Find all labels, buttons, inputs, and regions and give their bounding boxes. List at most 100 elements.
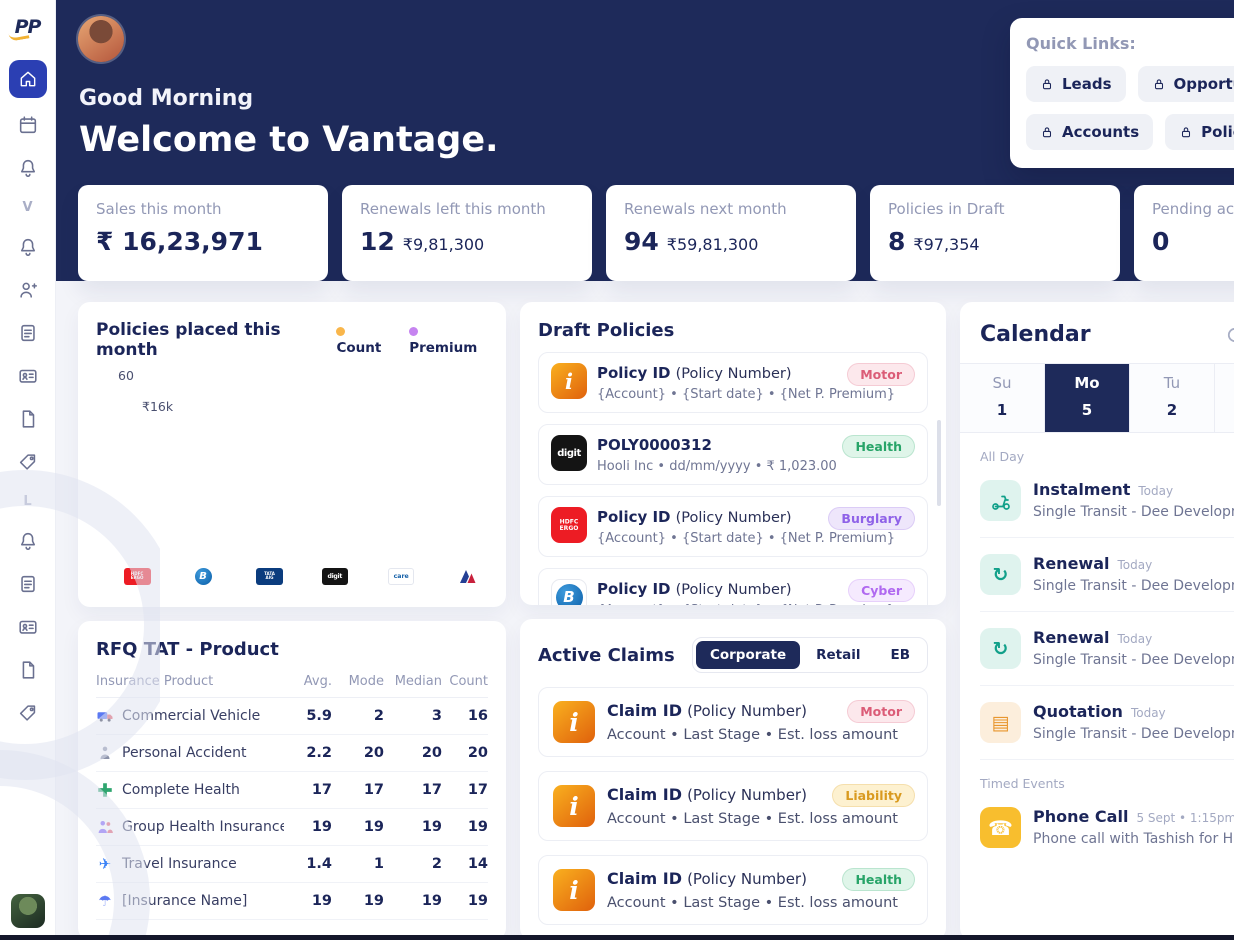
quick-link-accounts[interactable]: Accounts: [1026, 114, 1154, 150]
window-bottom-edge: [0, 935, 1234, 940]
stats-row: Sales this month ₹ 16,23,971 Renewals le…: [78, 185, 1234, 281]
sidebar-item-calendar[interactable]: [17, 114, 39, 136]
active-claims-title: Active Claims: [538, 644, 675, 666]
sidebar-item-alerts[interactable]: [17, 236, 39, 258]
count-axis-label: 60: [118, 368, 134, 383]
lock-icon: [1154, 79, 1163, 90]
claim-item[interactable]: i Claim ID (Policy Number) Account • Las…: [538, 687, 928, 757]
user-plus-icon: [19, 282, 37, 298]
tab-eb[interactable]: EB: [890, 647, 910, 663]
quick-links-title: Quick Links:: [1026, 34, 1136, 53]
stat-policies-draft[interactable]: Policies in Draft 8 ₹97,354: [870, 185, 1120, 281]
oriental-insurance-logo: i: [553, 701, 595, 743]
calendar-icon: [19, 116, 36, 134]
table-row[interactable]: ✈ Travel Insurance 1.4 1 2 14: [96, 846, 488, 883]
draft-policies-title: Draft Policies: [538, 320, 675, 341]
scrollbar[interactable]: [937, 420, 941, 506]
quotation-icon: ▤: [980, 702, 1021, 743]
table-row[interactable]: Personal Accident 2.2 20 20 20: [96, 735, 488, 772]
table-row[interactable]: Commercial Vehicle 5.9 2 3 16: [96, 698, 488, 735]
renewal-icon: ↻: [980, 628, 1021, 669]
workspace-label-v[interactable]: V: [22, 200, 33, 215]
table-row[interactable]: ☂ [Insurance Name] 19 19 19 19: [96, 883, 488, 920]
lock-icon: [1042, 127, 1052, 138]
bar-chart: 60 ₹16k HDFC ERGO B TATA AIG digit care: [96, 368, 488, 586]
sidebar-item-leads[interactable]: [17, 279, 39, 301]
quick-link-policy[interactable]: Policy: [1165, 114, 1234, 150]
id-card-icon: [18, 369, 37, 383]
hdfc-ergo-logo: HDFC ERGO: [551, 507, 587, 543]
tag-icon: [19, 705, 35, 721]
calendar-event-instalment[interactable]: Instalment Today Single Transit - Dee Dev…: [980, 464, 1234, 538]
group-icon: [96, 818, 114, 836]
document-icon: [20, 324, 35, 342]
sidebar-item-documents[interactable]: [17, 322, 39, 344]
greeting-text: Good Morning: [79, 86, 254, 111]
stat-renewals-next[interactable]: Renewals next month 94 ₹59,81,300: [606, 185, 856, 281]
sidebar-item-files[interactable]: [17, 408, 39, 430]
app-logo[interactable]: PP: [8, 10, 41, 44]
sidebar-item-offers-2[interactable]: [17, 702, 39, 724]
workspace-label-l[interactable]: L: [23, 494, 32, 509]
sidebar-item-policies-2[interactable]: [17, 616, 39, 638]
search-icon[interactable]: [1224, 324, 1234, 348]
phone-icon: ☎: [980, 807, 1021, 848]
sidebar-item-notifications[interactable]: [17, 157, 39, 179]
day-cell-mo-selected[interactable]: Mo 5: [1045, 364, 1130, 432]
user-avatar[interactable]: [10, 894, 45, 928]
sidebar-item-home[interactable]: [8, 60, 47, 98]
timed-events-section-label: Timed Events: [980, 776, 1065, 791]
sidebar-item-files-2[interactable]: [17, 659, 39, 681]
file-icon: [22, 410, 34, 428]
table-row[interactable]: Complete Health 17 17 17 17: [96, 772, 488, 809]
quick-link-leads[interactable]: Leads: [1026, 66, 1126, 102]
claim-item[interactable]: i Claim ID (Policy Number) Account • Las…: [538, 771, 928, 841]
stat-sales-this-month[interactable]: Sales this month ₹ 16,23,971: [78, 185, 328, 281]
oriental-insurance-logo: i: [553, 869, 595, 911]
draft-policy-item[interactable]: HDFC ERGO Policy ID (Policy Number) {Acc…: [538, 496, 928, 557]
calendar-event-phone-call[interactable]: ☎ Phone Call 5 Sept • 1:15pm Phone call w…: [980, 791, 1234, 864]
sidebar-item-offers[interactable]: [17, 451, 39, 473]
stat-renewals-left[interactable]: Renewals left this month 12 ₹9,81,300: [342, 185, 592, 281]
claim-type-badge: Motor: [847, 700, 915, 723]
sidebar-item-documents-2[interactable]: [17, 573, 39, 595]
stat-pending-actions[interactable]: Pending actions 0: [1134, 185, 1234, 281]
oriental-insurance-logo: i: [551, 363, 587, 399]
day-cell-su[interactable]: Su 1: [960, 364, 1045, 432]
calendar-event-quotation[interactable]: ▤ Quotation Today Single Transit - Dee De…: [980, 686, 1234, 760]
policy-type-badge: Motor: [847, 363, 915, 386]
hdfc-ergo-logo: HDFC ERGO: [123, 567, 151, 585]
truck-icon: [96, 707, 114, 725]
plane-icon: ✈: [98, 855, 112, 873]
lock-icon: [1182, 127, 1191, 138]
premium-annotation: ₹16k: [142, 399, 174, 414]
tab-corporate[interactable]: Corporate: [695, 641, 801, 669]
hero-banner: Good Morning Welcome to Vantage. Quick L…: [56, 0, 1234, 281]
table-row[interactable]: Group Health Insurance 19 19 19 19: [96, 809, 488, 846]
person-icon: [96, 744, 114, 762]
home-icon: [20, 71, 35, 87]
bajaj-allianz-logo: B: [551, 579, 587, 605]
quick-link-opportunity[interactable]: Opportunity: [1137, 66, 1234, 102]
draft-policy-item[interactable]: digit POLY0000312 Hooli Inc • dd/mm/yyyy…: [538, 424, 928, 485]
day-cell-tu[interactable]: Tu 2: [1130, 364, 1215, 432]
profile-avatar[interactable]: [78, 16, 124, 62]
bell-icon: [20, 159, 35, 178]
sidebar-item-policies[interactable]: [17, 365, 39, 387]
tab-retail[interactable]: Retail: [816, 647, 861, 663]
lock-icon: [1042, 79, 1052, 90]
draft-policy-item[interactable]: i Policy ID (Policy Number) {Account} • …: [538, 352, 928, 413]
sidebar-item-alerts-2[interactable]: [17, 530, 39, 552]
niva-bupa-logo: [457, 567, 477, 585]
claim-item[interactable]: i Claim ID (Policy Number) Account • Las…: [538, 855, 928, 925]
quick-links-card: Quick Links: Leads Opportunity Accounts …: [1010, 18, 1234, 168]
draft-policies-card: Draft Policies i Policy ID (Policy Numbe…: [520, 302, 946, 605]
umbrella-icon: ☂: [98, 892, 112, 910]
policy-type-badge: Burglary: [828, 507, 915, 530]
rfq-table-header: Insurance Product Avg. Mode Median Count: [96, 666, 488, 698]
draft-policy-item[interactable]: B Policy ID (Policy Number) {Account} • …: [538, 568, 928, 605]
calendar-event-renewal[interactable]: ↻ Renewal Today Single Transit - Dee Deve…: [980, 612, 1234, 686]
calendar-event-renewal[interactable]: ↻ Renewal Today Single Transit - Dee Deve…: [980, 538, 1234, 612]
logo-swoosh: [8, 30, 30, 42]
go-digit-logo: digit: [551, 435, 587, 471]
